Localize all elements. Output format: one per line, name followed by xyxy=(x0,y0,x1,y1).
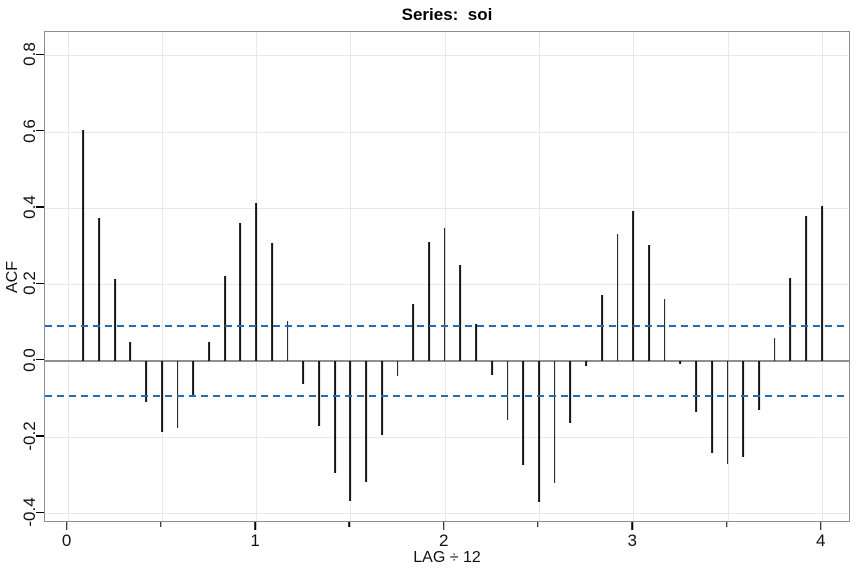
y-tick-label: -0.2 xyxy=(20,421,39,451)
y-axis-tick xyxy=(36,358,44,361)
acf-stem xyxy=(758,360,760,410)
gridline-horizontal xyxy=(45,55,849,57)
acf-stem xyxy=(302,360,305,384)
acf-stem xyxy=(522,360,525,466)
acf-stem xyxy=(585,360,587,366)
chart-title: Series: soi xyxy=(401,5,493,24)
acf-stem xyxy=(82,130,85,361)
gridline-horizontal xyxy=(45,208,849,209)
acf-stem xyxy=(459,264,462,361)
x-tick-label: 4 xyxy=(816,531,826,550)
acf-stem xyxy=(208,342,210,361)
acf-stem xyxy=(600,294,603,361)
acf-stem xyxy=(443,227,446,361)
x-tick-label: 2 xyxy=(438,531,449,550)
acf-stem xyxy=(412,304,415,361)
x-axis-tick-major xyxy=(631,522,633,530)
plot-area xyxy=(44,31,850,522)
acf-stem xyxy=(679,360,682,364)
x-tick-label: 3 xyxy=(627,531,637,550)
confidence-band-upper xyxy=(45,324,849,327)
x-axis-tick-major xyxy=(254,522,256,530)
x-axis-tick-minor xyxy=(725,522,728,527)
x-tick-label: 1 xyxy=(250,531,260,550)
zero-line xyxy=(45,359,849,362)
acf-stem xyxy=(648,245,650,361)
acf-stem xyxy=(145,360,148,402)
gridline-vertical xyxy=(538,32,540,521)
acf-stem xyxy=(286,321,289,361)
acf-stem xyxy=(365,360,368,483)
acf-stem xyxy=(129,341,132,361)
acf-stem xyxy=(428,241,430,361)
acf-stem xyxy=(710,360,713,454)
y-tick-label: -0.4 xyxy=(20,497,39,528)
acf-stem xyxy=(113,279,116,361)
acf-stem xyxy=(270,242,273,361)
acf-stem xyxy=(98,217,100,361)
y-axis-tick xyxy=(36,206,44,208)
y-axis-tick xyxy=(36,282,44,285)
acf-stem xyxy=(475,324,478,361)
acf-stem xyxy=(742,360,745,457)
gridline-horizontal xyxy=(45,437,849,439)
gridline-vertical xyxy=(350,32,352,521)
x-axis-tick-major xyxy=(65,522,68,530)
gridline-vertical xyxy=(161,32,163,521)
gridline-horizontal xyxy=(45,513,849,515)
x-axis-tick-minor xyxy=(348,522,351,527)
x-tick-label: 0 xyxy=(61,531,72,550)
y-tick-label: 0.2 xyxy=(20,271,39,296)
y-tick-label: 0.6 xyxy=(20,118,39,143)
acf-stem xyxy=(506,360,509,420)
acf-stem xyxy=(349,360,352,501)
acf-stem xyxy=(176,360,179,428)
acf-stem xyxy=(805,216,807,361)
y-tick-label: 0.4 xyxy=(20,195,39,219)
y-axis-tick xyxy=(36,511,44,514)
gridline-vertical xyxy=(727,32,729,521)
acf-stem xyxy=(616,233,619,361)
acf-stem xyxy=(773,338,776,361)
acf-stem xyxy=(380,360,383,436)
acf-stem xyxy=(789,278,792,361)
y-axis-tick xyxy=(36,129,44,132)
acf-stem xyxy=(569,360,572,423)
acf-stem xyxy=(490,360,493,375)
y-axis-tick xyxy=(36,435,44,437)
x-axis-tick-minor xyxy=(537,522,539,527)
acf-stem xyxy=(632,211,635,361)
acf-stem xyxy=(726,360,729,465)
acf-stem xyxy=(538,360,540,502)
y-axis-tick xyxy=(36,53,44,56)
x-axis-tick-minor xyxy=(160,522,162,527)
acf-stem xyxy=(663,299,666,361)
acf-stem xyxy=(223,275,226,361)
y-tick-label: 0.8 xyxy=(20,42,39,67)
x-axis-tick-major xyxy=(442,522,445,530)
acf-stem xyxy=(333,360,336,473)
acf-stem xyxy=(192,360,195,397)
gridline-vertical xyxy=(67,32,69,521)
acf-stem xyxy=(695,360,697,413)
gridline-horizontal xyxy=(45,284,849,286)
gridline-horizontal xyxy=(45,131,849,133)
acf-stem xyxy=(255,203,258,361)
acf-stem xyxy=(820,206,823,361)
acf-stem xyxy=(239,223,242,361)
confidence-band-lower xyxy=(45,394,849,397)
acf-stem xyxy=(318,360,320,426)
x-axis-title: LAG ÷ 12 xyxy=(413,549,481,566)
acf-stem xyxy=(553,360,556,483)
acf-stem xyxy=(396,360,399,377)
y-tick-label: 0.0 xyxy=(20,347,39,372)
x-axis-tick-major xyxy=(820,522,822,530)
